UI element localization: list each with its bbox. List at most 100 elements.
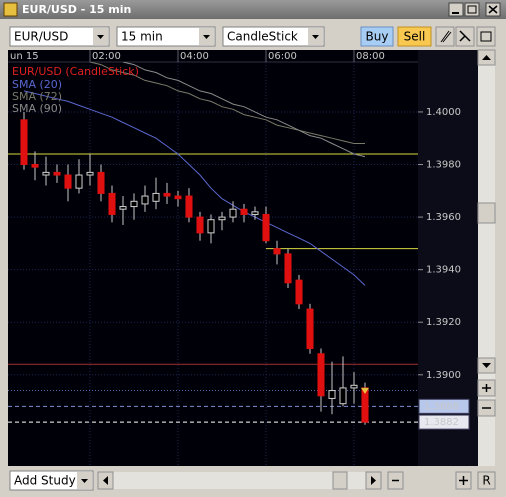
sma-line [122, 62, 366, 158]
price-marker [361, 387, 370, 394]
candle-body [152, 192, 160, 202]
reset-button[interactable] [477, 471, 496, 490]
sma-line [89, 62, 365, 144]
scroll-down-arrow [482, 363, 491, 368]
scroll-right-arrow [371, 476, 376, 485]
candle-body [317, 353, 325, 397]
candle-body [350, 384, 358, 389]
legend-entry: SMA (90) [12, 102, 62, 115]
y-tick-label: 1.3920 [426, 317, 461, 328]
candle-body [339, 387, 347, 405]
sell-button[interactable] [397, 26, 432, 47]
candle-body [251, 211, 259, 215]
buy-button[interactable] [360, 26, 394, 47]
x-tick-label: 04:00 [180, 51, 209, 62]
price-box-label: 1.3888 [424, 401, 459, 412]
style-box[interactable] [222, 26, 325, 47]
plus-glyph [482, 384, 491, 392]
window-title: EUR/USD - 15 min [22, 3, 131, 16]
dropdown-arrow [203, 35, 210, 39]
minimize-button[interactable] [448, 2, 464, 17]
y-tick-label: 1.4000 [426, 107, 461, 118]
title-bar [0, 0, 506, 19]
candle-body [163, 192, 171, 197]
style-select[interactable]: CandleStick [222, 26, 325, 47]
candle-body [196, 216, 204, 234]
price-box [418, 414, 470, 430]
candle-body [53, 171, 61, 176]
candle-body [262, 213, 270, 242]
maximize-glyph [467, 5, 477, 14]
dropdown-arrow [312, 35, 319, 39]
y-tick-label: 1.3960 [426, 212, 461, 223]
candle-body [273, 248, 281, 255]
candle-body [306, 308, 314, 350]
candle-body [141, 195, 149, 205]
candle-body [328, 390, 336, 399]
dropdown-arrow [97, 35, 104, 39]
scroll-up-arrow [482, 55, 491, 60]
candle-body [174, 195, 182, 200]
candle-body [229, 208, 237, 218]
y-tick-label: 1.3940 [426, 265, 461, 276]
y-tick-label: 1.3980 [426, 160, 461, 171]
dropdown-arrow [81, 479, 88, 483]
time-axis: un 15 02:00 04:00 06:00 08:00 [10, 50, 385, 62]
buy-label: Buy [366, 30, 389, 44]
draw-tool-icon [440, 30, 452, 43]
scroll-thumb[interactable] [477, 202, 496, 224]
candle-body [240, 208, 248, 215]
y-tick-label: 1.3900 [426, 370, 461, 381]
legend-title: EUR/USD (CandleStick) [12, 65, 139, 78]
candle-body [20, 119, 28, 166]
plot-area [8, 50, 418, 466]
maximize-button[interactable] [464, 2, 480, 17]
candle-body [119, 206, 127, 210]
candle-body [108, 192, 116, 215]
study-text: Add Study [14, 474, 76, 488]
study-box[interactable] [9, 470, 94, 491]
candle-body [97, 171, 105, 194]
window-buttons[interactable] [448, 2, 501, 17]
interval-box[interactable] [116, 26, 216, 47]
x-tick-label: 06:00 [268, 51, 297, 62]
interval-select[interactable]: 15 min [116, 26, 216, 47]
symbol-select[interactable]: EUR/USD [9, 26, 110, 47]
x-tick-label: un 15 [10, 51, 39, 62]
price-axis-panel [418, 50, 478, 466]
price-axis: 1.4000 1.3980 1.3960 1.3940 1.3920 1.3900 1.38… [418, 107, 470, 430]
settings-button[interactable] [476, 26, 496, 47]
candle-body [295, 279, 303, 305]
h-scrollbar[interactable] [98, 472, 381, 489]
x-tick-label: 08:00 [356, 51, 385, 62]
legend-entry: SMA (20) [12, 78, 62, 91]
candle-body [218, 216, 226, 221]
symbol-text: EUR/USD [14, 30, 68, 44]
candle-body [185, 195, 193, 218]
scroll-left-arrow [103, 476, 108, 485]
app-icon [3, 2, 18, 17]
candle-body [31, 164, 39, 168]
sma-line [23, 90, 366, 286]
reset-label: R [482, 474, 490, 488]
candle-body [207, 219, 215, 234]
settings-icon [480, 31, 492, 42]
plus-glyph [459, 476, 468, 485]
sell-label: Sell [404, 30, 426, 44]
tool-icon [459, 30, 471, 42]
legend-entry: SMA (72) [12, 90, 62, 103]
symbol-box[interactable] [9, 26, 110, 47]
h-scroll-thumb[interactable] [332, 471, 348, 490]
study-select[interactable]: Add Study [9, 470, 94, 491]
candle-body [284, 253, 292, 284]
price-box [418, 398, 470, 414]
style-text: CandleStick [227, 30, 298, 44]
interval-text: 15 min [121, 30, 163, 44]
candle-body [42, 171, 50, 176]
candle-body [130, 200, 138, 208]
candle-body [86, 171, 94, 176]
plot-layer: EUR/USD (CandleStick)SMA (20)SMA (72)SMA… [8, 62, 418, 466]
price-box-label: 1.3882 [424, 417, 459, 428]
x-tick-label: 02:00 [92, 51, 121, 62]
